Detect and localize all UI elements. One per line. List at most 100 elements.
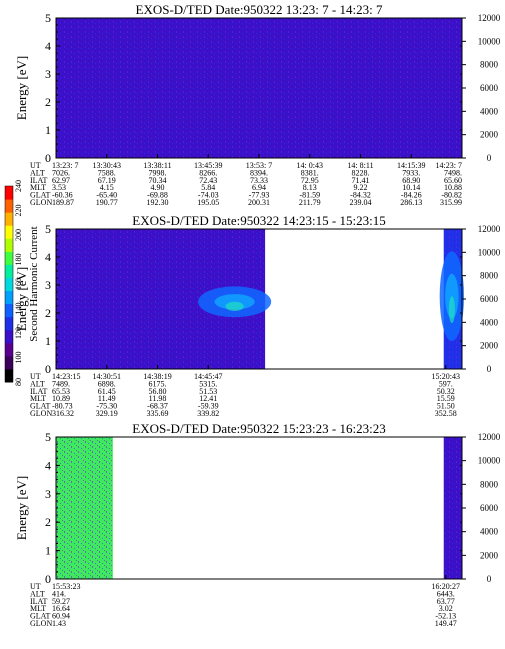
color-bar-segment [5, 316, 13, 331]
ephemeris-value: -68.37 [147, 402, 168, 411]
temperature-tick-label: 6000 [480, 294, 499, 304]
color-bar-segment [5, 368, 13, 383]
ephemeris-value: 286.13 [400, 198, 422, 207]
ephemeris-value: 14:45:47 [194, 372, 222, 381]
ephemeris-value: 13:45:39 [194, 161, 222, 170]
ephemeris-value: 59.27 [52, 597, 70, 606]
panel-title: EXOS-D/TED Date:950322 13:23: 7 - 14:23:… [136, 2, 383, 17]
ephemeris-value: 14:23:15 [52, 372, 80, 381]
ephemeris-value: 8.13 [303, 183, 317, 192]
ephemeris-value: 65.53 [52, 387, 70, 396]
ephemeris-value: 13:30:43 [93, 161, 121, 170]
color-bar-tick-label: 200 [14, 229, 23, 241]
ephemeris-value: 3.53 [52, 183, 66, 192]
ephemeris-row-label: GLON [30, 409, 52, 418]
ephemeris-value: 16.64 [52, 604, 70, 613]
ephemeris-value: -59.39 [198, 402, 219, 411]
energy-axis-label: Energy [eV] [14, 476, 29, 540]
ephemeris-value: -84.32 [350, 191, 371, 200]
ephemeris-value: 61.45 [98, 387, 116, 396]
ephemeris-row-label: ALT [30, 589, 45, 598]
data-texture [56, 18, 462, 158]
ephemeris-value: 13:23: 7 [52, 161, 78, 170]
ephemeris-value: 8228. [352, 168, 370, 177]
panel-title: EXOS-D/TED Date:950322 14:23:15 - 15:23:… [132, 213, 385, 228]
color-bar-segment [5, 212, 13, 226]
color-bar-frame [4, 185, 14, 383]
ephemeris-value: 12.41 [199, 394, 217, 403]
energy-tick-label: 2 [45, 515, 51, 529]
ephemeris-value: 6.94 [252, 183, 266, 192]
spectrogram-panel-2: EXOS-D/TED Date:950322 14:23:15 - 15:23:… [14, 213, 501, 418]
ephemeris-row-label: ALT [30, 379, 45, 388]
color-bar-tick-label: 160 [14, 278, 23, 290]
ephemeris-row-label: MLT [30, 604, 46, 613]
color-bar-tick-label: 100 [14, 352, 23, 364]
color-bar-segment [5, 264, 13, 278]
ephemeris-row-label: ILAT [30, 176, 47, 185]
temperature-tick-label: 4000 [480, 106, 499, 116]
intensity-core [214, 294, 255, 310]
ephemeris-value: 51.50 [437, 402, 455, 411]
energy-tick-label: 4 [45, 250, 51, 264]
ephemeris-value: 11.98 [149, 394, 167, 403]
ephemeris-value: 4.15 [100, 183, 114, 192]
energy-axis-label: Energy [eV] [14, 267, 29, 331]
ephemeris-value: 15:53:23 [52, 582, 80, 591]
ephemeris-value: 60.94 [52, 612, 70, 621]
temperature-tick-label: 6000 [480, 503, 499, 513]
color-bar-label: Second Harmonic Current [28, 226, 40, 341]
ephemeris-value: -52.13 [435, 612, 456, 621]
ephemeris-value: -81.59 [299, 191, 320, 200]
ephemeris-value: 189.87 [52, 198, 74, 207]
ephemeris-row-label: GLAT [30, 612, 51, 621]
ephemeris-row-label: GLAT [30, 191, 51, 200]
ephemeris-value: 195.05 [197, 198, 219, 207]
energy-tick-label: 5 [45, 11, 51, 25]
ephemeris-value: 51.53 [199, 387, 217, 396]
ephemeris-value: 6898. [98, 379, 116, 388]
ephemeris-value: 13:38:11 [143, 161, 171, 170]
color-bar-tick-label: 220 [14, 205, 23, 217]
ephemeris-value: 50.32 [437, 387, 455, 396]
ephemeris-row-label: UT [30, 161, 41, 170]
energy-tick-label: 2 [45, 95, 51, 109]
ephemeris-value: 10.88 [444, 183, 462, 192]
ephemeris-value: 6443. [437, 589, 455, 598]
temperature-tick-label: 2000 [480, 341, 499, 351]
ephemeris-value: 7588. [98, 168, 116, 177]
ephemeris-value: 14: 0:43 [297, 161, 323, 170]
ephemeris-value: 7026. [52, 168, 70, 177]
ephemeris-value: 67.19 [98, 176, 116, 185]
energy-tick-label: 2 [45, 306, 51, 320]
ephemeris-value: 5315. [199, 379, 217, 388]
temperature-tick-label: 8000 [480, 271, 499, 281]
color-bar-tick-label: 120 [14, 327, 23, 339]
ephemeris-value: 14:30:51 [93, 372, 121, 381]
temperature-tick-label: 12000 [478, 224, 501, 234]
ephemeris-value: 315.99 [440, 198, 462, 207]
energy-tick-label: 3 [45, 67, 51, 81]
energy-tick-label: 4 [45, 39, 51, 53]
ephemeris-value: 9.22 [354, 183, 368, 192]
ephemeris-value: 10.89 [52, 394, 70, 403]
temperature-tick-label: 8000 [480, 60, 499, 70]
color-bar-tick-label: 80 [14, 378, 23, 386]
ephemeris-value: 3.02 [439, 604, 453, 613]
ephemeris-row-label: MLT [30, 183, 46, 192]
ephemeris-row-label: GLON [30, 619, 52, 628]
energy-tick-label: 5 [45, 430, 51, 444]
color-bar-segment [5, 290, 13, 305]
ephemeris-value: 5.84 [201, 183, 215, 192]
temperature-tick-label: 10000 [478, 247, 501, 257]
ephemeris-row-label: UT [30, 582, 41, 591]
intensity-core [445, 273, 459, 319]
ephemeris-value: 7489. [52, 379, 70, 388]
temperature-tick-label: 12000 [478, 13, 501, 23]
ephemeris-value: 192.30 [147, 198, 169, 207]
energy-tick-label: 3 [45, 278, 51, 292]
energy-tick-label: 0 [45, 151, 51, 165]
energy-tick-label: 4 [45, 458, 51, 472]
ephemeris-value: 200.31 [248, 198, 270, 207]
ephemeris-value: -65.40 [96, 191, 117, 200]
